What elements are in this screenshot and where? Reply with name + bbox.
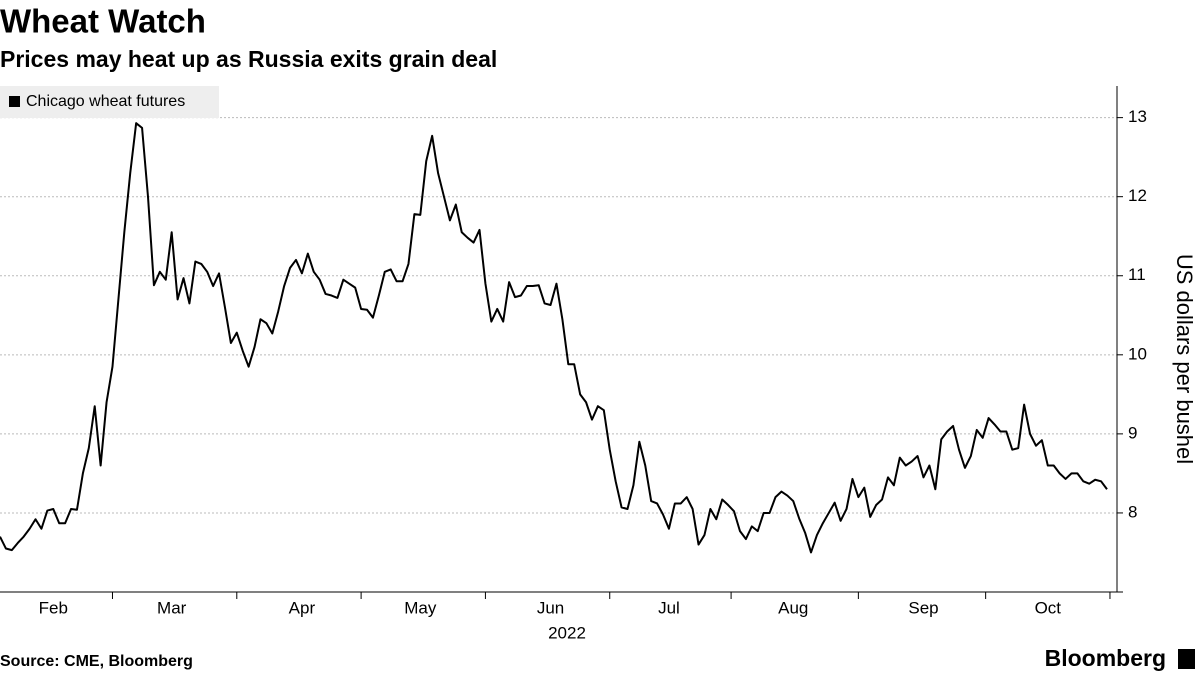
x-tick-label: Aug: [778, 598, 808, 617]
legend-label: Chicago wheat futures: [26, 93, 185, 110]
x-tick-label: Mar: [157, 598, 187, 617]
brand-icon: [1178, 649, 1195, 669]
y-tick-label: 13: [1128, 107, 1147, 126]
legend-swatch: [9, 96, 20, 107]
x-tick-label: May: [404, 598, 437, 617]
y-axis-title: US dollars per bushel: [1172, 254, 1197, 464]
chart-subtitle: Prices may heat up as Russia exits grain…: [0, 46, 497, 72]
x-tick-label: Apr: [289, 598, 316, 617]
x-tick-label: Feb: [39, 598, 68, 617]
legend-box: [0, 86, 219, 118]
y-tick-label: 10: [1128, 344, 1147, 363]
y-tick-label: 11: [1128, 265, 1146, 284]
x-tick-label: Oct: [1035, 598, 1062, 617]
x-tick-label: Jun: [537, 598, 564, 617]
source: Source: CME, Bloomberg: [0, 653, 193, 670]
chart-title: Wheat Watch: [0, 3, 206, 40]
line: [0, 122, 1108, 554]
brand: Bloomberg: [1045, 645, 1166, 671]
y-tick-label: 8: [1128, 502, 1137, 521]
x-tick-label: Sep: [908, 598, 938, 617]
y-tick-label: 12: [1128, 186, 1147, 205]
x-axis-title: 2022: [548, 623, 586, 642]
x-tick-label: Jul: [658, 598, 680, 617]
y-tick-label: 9: [1128, 423, 1137, 442]
